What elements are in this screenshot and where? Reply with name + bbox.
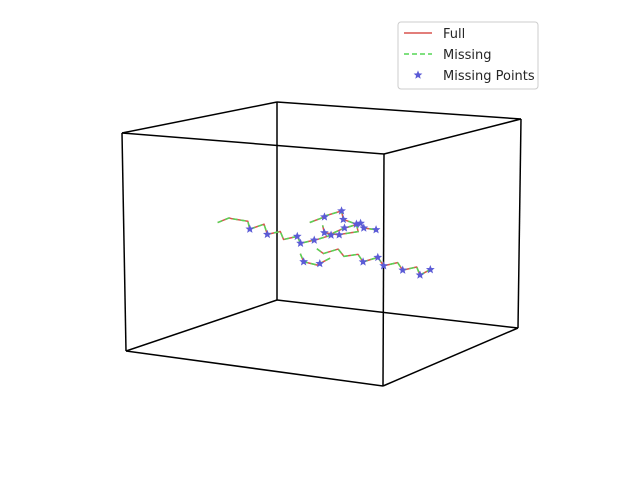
missing-point-1 xyxy=(262,229,272,239)
legend-frame xyxy=(397,21,539,90)
missing-point-9 xyxy=(337,206,346,215)
missing-point-16 xyxy=(415,270,425,279)
box-edge-4 xyxy=(276,299,519,329)
series-missing-segment-2 xyxy=(316,248,431,276)
box-edge-3 xyxy=(121,132,127,352)
box-edge-11 xyxy=(383,118,522,155)
missing-point-19 xyxy=(315,258,325,268)
legend-label-missing-points: Missing Points xyxy=(443,69,535,84)
plot-area xyxy=(217,206,435,279)
missing-point-21 xyxy=(359,223,369,232)
missing-point-23 xyxy=(373,252,383,262)
missing-point-10 xyxy=(352,219,361,228)
series-full-segment-2 xyxy=(316,248,431,276)
missing-point-12 xyxy=(320,228,329,237)
missing-point-8 xyxy=(320,212,329,221)
series-missing-segment-1 xyxy=(309,210,359,236)
legend-item-missing: Missing xyxy=(404,48,491,63)
missing-point-5 xyxy=(340,223,349,232)
box-edge-5 xyxy=(517,118,522,329)
missing-point-20 xyxy=(296,238,305,247)
box-edge-8 xyxy=(125,299,278,352)
missing-point-14 xyxy=(379,261,389,270)
missing-point-0 xyxy=(245,224,255,233)
missing-point-2 xyxy=(292,231,302,241)
box-edge-9 xyxy=(382,327,519,387)
missing-point-22 xyxy=(338,214,348,224)
legend-swatch-missing-points xyxy=(413,70,423,79)
legend-label-missing: Missing xyxy=(443,48,491,63)
legend-label-full: Full xyxy=(443,27,465,42)
legend: Full Missing Missing Points xyxy=(397,21,539,90)
series-missing-segment-0 xyxy=(217,217,377,245)
missing-point-7 xyxy=(371,225,381,234)
box-edge-6 xyxy=(276,101,522,120)
box-edge-10 xyxy=(121,101,278,134)
missing-point-17 xyxy=(425,265,435,274)
missing-point-11 xyxy=(334,230,344,239)
missing-point-18 xyxy=(299,257,308,266)
box-edge-0 xyxy=(125,350,384,387)
box-edge-2 xyxy=(121,132,385,155)
missing-point-4 xyxy=(326,230,336,239)
axes-box xyxy=(121,101,522,387)
missing-point-13 xyxy=(358,257,368,266)
legend-item-missing-points: Missing Points xyxy=(413,69,535,84)
legend-item-full: Full xyxy=(404,27,465,42)
series-full-segment-0 xyxy=(217,217,377,245)
missing-point-3 xyxy=(309,235,319,244)
series-full-segment-3 xyxy=(299,253,331,266)
missing-point-15 xyxy=(398,265,408,274)
box-edge-1 xyxy=(382,153,385,387)
